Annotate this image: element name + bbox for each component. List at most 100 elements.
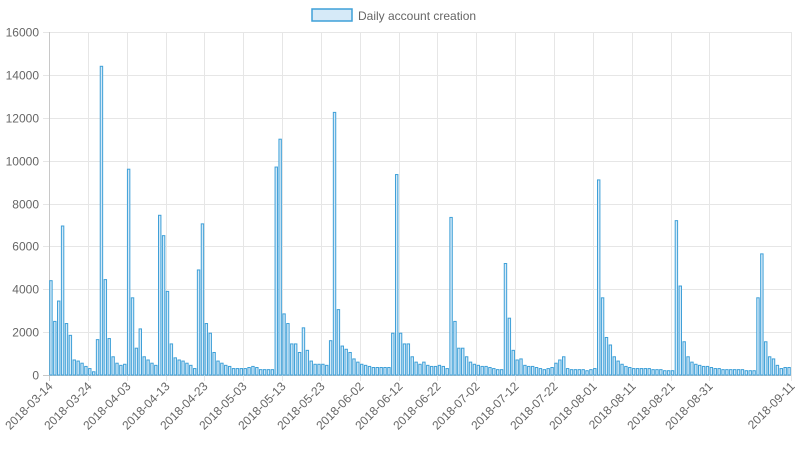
bar[interactable]	[698, 364, 702, 376]
bar[interactable]	[659, 369, 663, 376]
bar[interactable]	[744, 370, 749, 376]
bar[interactable]	[119, 364, 123, 376]
bar[interactable]	[367, 365, 372, 376]
bar[interactable]	[321, 363, 325, 376]
bar[interactable]	[88, 368, 92, 376]
bar[interactable]	[161, 235, 166, 376]
bar[interactable]	[356, 361, 360, 376]
bar[interactable]	[387, 367, 391, 376]
bar[interactable]	[402, 343, 407, 376]
bar[interactable]	[562, 356, 566, 376]
bar[interactable]	[220, 362, 224, 376]
bar[interactable]	[682, 341, 686, 376]
bar[interactable]	[527, 365, 531, 376]
bar[interactable]	[313, 363, 317, 376]
bar[interactable]	[60, 225, 65, 376]
bar[interactable]	[620, 363, 624, 376]
bar[interactable]	[290, 343, 294, 376]
bar[interactable]	[429, 365, 434, 376]
bar[interactable]	[476, 364, 480, 376]
bar[interactable]	[231, 368, 236, 376]
bar[interactable]	[123, 363, 127, 376]
bar[interactable]	[546, 368, 550, 376]
bar[interactable]	[247, 367, 251, 376]
bar[interactable]	[328, 340, 333, 376]
bar[interactable]	[414, 361, 418, 376]
bar[interactable]	[426, 364, 430, 376]
bar[interactable]	[616, 360, 620, 376]
bar[interactable]	[216, 360, 220, 376]
bar[interactable]	[492, 368, 496, 376]
bar[interactable]	[325, 364, 329, 376]
bar[interactable]	[68, 334, 73, 376]
bar[interactable]	[499, 369, 504, 376]
bar[interactable]	[748, 370, 752, 376]
bar[interactable]	[189, 364, 193, 376]
bar[interactable]	[317, 363, 321, 376]
bar[interactable]	[725, 369, 729, 376]
bar[interactable]	[266, 369, 271, 376]
bar[interactable]	[375, 367, 379, 376]
bar[interactable]	[651, 369, 655, 376]
bar[interactable]	[398, 332, 403, 376]
bar[interactable]	[484, 365, 488, 376]
bar[interactable]	[49, 280, 53, 376]
bar[interactable]	[282, 313, 286, 376]
bar[interactable]	[760, 253, 764, 376]
bar[interactable]	[95, 339, 100, 376]
bar[interactable]	[286, 323, 290, 376]
bar[interactable]	[507, 317, 512, 376]
bar[interactable]	[701, 365, 706, 376]
bar[interactable]	[278, 138, 282, 376]
bar[interactable]	[600, 297, 605, 376]
bar[interactable]	[732, 369, 737, 376]
bar[interactable]	[196, 269, 201, 376]
bar[interactable]	[519, 358, 523, 376]
bar[interactable]	[721, 369, 725, 376]
bar[interactable]	[597, 179, 601, 376]
bar[interactable]	[115, 362, 119, 376]
bar[interactable]	[612, 356, 616, 376]
bar[interactable]	[235, 368, 240, 376]
bar[interactable]	[142, 356, 146, 376]
bar[interactable]	[550, 367, 554, 376]
bar[interactable]	[558, 359, 562, 376]
bar[interactable]	[293, 343, 298, 376]
bar[interactable]	[511, 349, 515, 376]
bar[interactable]	[468, 361, 473, 376]
bar[interactable]	[690, 361, 694, 376]
bar[interactable]	[495, 369, 500, 376]
bar[interactable]	[212, 351, 216, 376]
bar[interactable]	[158, 214, 162, 376]
bar[interactable]	[99, 65, 104, 376]
bar[interactable]	[130, 297, 135, 376]
bar[interactable]	[752, 370, 756, 376]
bar[interactable]	[775, 364, 780, 376]
bar[interactable]	[624, 365, 628, 376]
bar[interactable]	[569, 369, 574, 376]
bar[interactable]	[666, 370, 671, 376]
bar[interactable]	[181, 360, 185, 376]
bar[interactable]	[488, 367, 492, 376]
bar[interactable]	[628, 367, 632, 376]
bar[interactable]	[538, 368, 543, 376]
bar[interactable]	[530, 365, 535, 376]
bar[interactable]	[224, 364, 228, 376]
bar[interactable]	[705, 365, 710, 376]
bar[interactable]	[445, 368, 449, 376]
bar[interactable]	[422, 361, 426, 376]
bar[interactable]	[251, 365, 255, 376]
bar[interactable]	[764, 341, 768, 376]
bar[interactable]	[453, 320, 457, 376]
bar[interactable]	[391, 332, 395, 376]
bar[interactable]	[107, 338, 111, 376]
bar[interactable]	[76, 360, 80, 376]
bar[interactable]	[464, 356, 469, 376]
bar[interactable]	[534, 367, 539, 376]
bar[interactable]	[154, 364, 158, 376]
bar[interactable]	[192, 368, 197, 376]
bar[interactable]	[783, 367, 787, 376]
bar[interactable]	[406, 343, 411, 376]
bar[interactable]	[441, 365, 446, 376]
bar[interactable]	[694, 363, 698, 376]
